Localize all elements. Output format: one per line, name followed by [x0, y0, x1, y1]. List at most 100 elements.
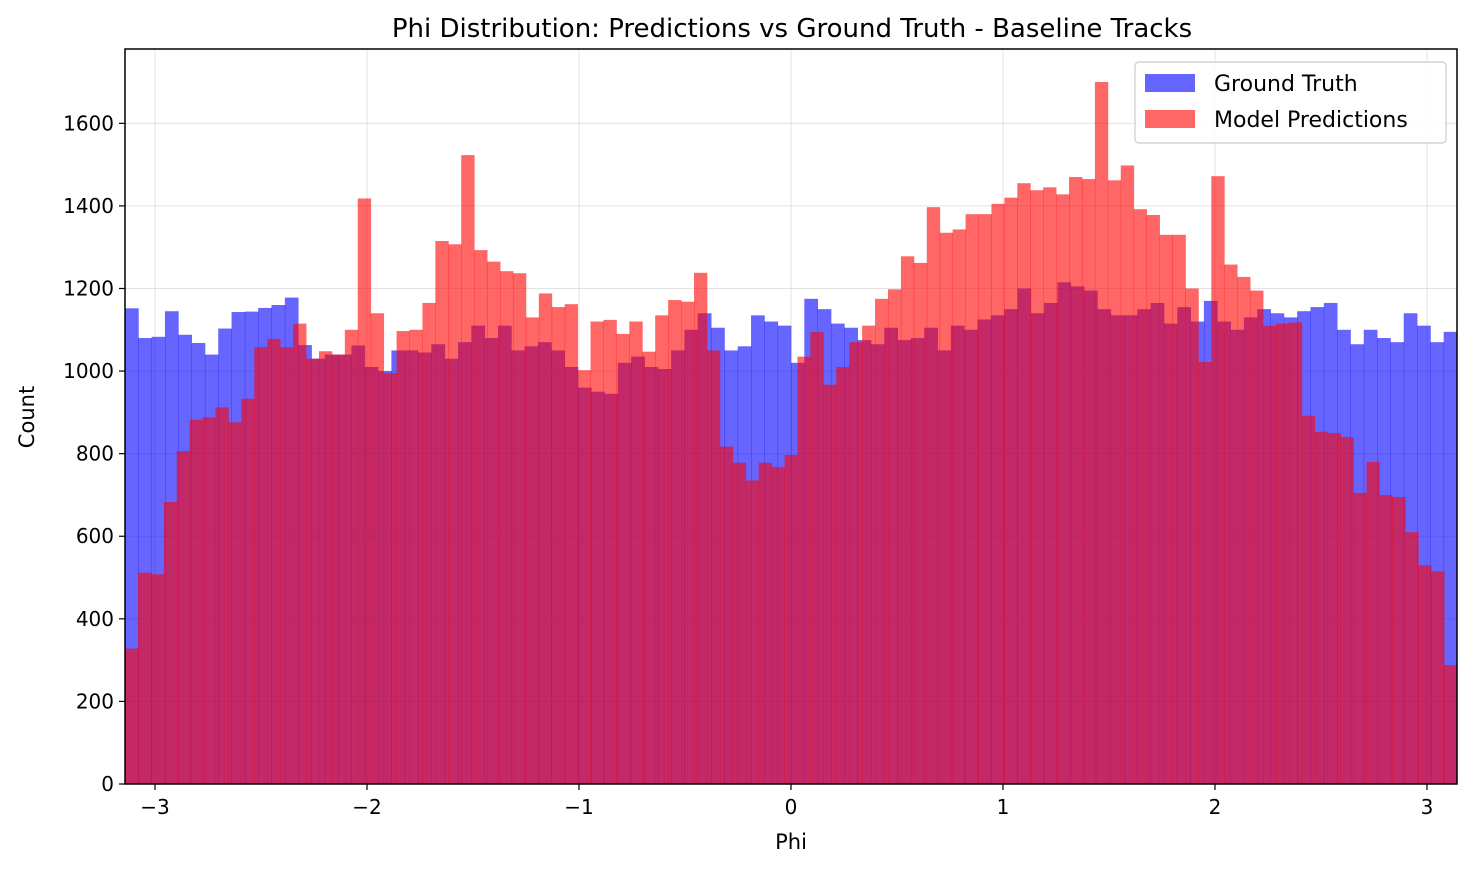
model-prediction-bar: [228, 422, 242, 784]
chart-title: Phi Distribution: Predictions vs Ground …: [392, 14, 1192, 44]
model-prediction-bar: [1146, 214, 1160, 784]
y-tick-label: 1600: [63, 111, 114, 135]
model-prediction-bar: [732, 462, 747, 784]
model-prediction-bar: [487, 261, 501, 784]
model-prediction-bar: [383, 373, 397, 784]
model-prediction-bar: [1275, 323, 1290, 784]
model-prediction-bar: [1043, 187, 1057, 784]
model-prediction-bar: [1159, 234, 1173, 785]
x-tick-label: 2: [1209, 795, 1222, 819]
model-prediction-bar: [810, 331, 824, 784]
model-prediction-bar: [784, 454, 798, 784]
legend-swatch-model-predictions: [1145, 110, 1195, 128]
x-tick-label: −1: [564, 795, 593, 819]
model-prediction-bar: [551, 307, 566, 784]
x-tick-label: −3: [140, 795, 169, 819]
model-prediction-bar: [370, 313, 385, 784]
model-prediction-bar: [1250, 290, 1264, 784]
y-tick-label: 1400: [63, 194, 114, 218]
model-prediction-bar: [1172, 234, 1186, 785]
model-prediction-bar: [616, 333, 630, 784]
model-prediction-bar: [849, 342, 863, 784]
model-prediction-bar: [823, 384, 837, 784]
model-prediction-bar: [1211, 176, 1225, 784]
model-prediction-bar: [1418, 565, 1432, 784]
model-prediction-bar: [500, 271, 514, 784]
x-tick-label: 0: [785, 795, 798, 819]
model-prediction-bar: [1431, 571, 1445, 784]
model-prediction-bar: [564, 304, 579, 784]
model-prediction-bar: [603, 319, 617, 784]
model-prediction-bar: [461, 155, 475, 784]
model-prediction-bar: [681, 301, 695, 784]
model-prediction-bar: [577, 370, 591, 784]
x-tick-label: −2: [352, 795, 381, 819]
model-prediction-bar: [448, 244, 462, 785]
model-prediction-bar: [952, 229, 966, 784]
model-prediction-bar: [1185, 288, 1199, 784]
model-prediction-bar: [926, 207, 941, 785]
model-prediction-bar: [1237, 276, 1251, 784]
model-prediction-bar: [642, 351, 656, 784]
model-prediction-bar: [758, 462, 773, 784]
model-prediction-bar: [668, 300, 682, 784]
y-tick-label: 1000: [63, 359, 114, 383]
model-prediction-bar: [1120, 165, 1135, 784]
model-prediction-bar: [991, 203, 1005, 784]
model-prediction-bar: [1263, 325, 1277, 784]
model-prediction-bar: [1288, 322, 1303, 784]
y-tick-label: 1200: [63, 276, 114, 300]
legend: Ground Truth Model Predictions: [1134, 61, 1447, 144]
model-prediction-bar: [1301, 415, 1316, 784]
y-axis-label: Count: [15, 386, 39, 448]
model-prediction-bar: [293, 323, 307, 784]
model-prediction-bar: [1353, 492, 1367, 784]
prediction-bars: [125, 82, 1458, 785]
model-prediction-bar: [862, 325, 876, 784]
model-prediction-bar: [1056, 194, 1070, 784]
model-prediction-bar: [137, 572, 152, 784]
model-prediction-bar: [771, 466, 785, 784]
model-prediction-bar: [202, 417, 216, 784]
model-prediction-bar: [965, 214, 979, 785]
model-prediction-bar: [939, 232, 954, 784]
model-prediction-bar: [913, 262, 928, 784]
model-prediction-bar: [254, 347, 268, 784]
model-prediction-bar: [125, 648, 139, 784]
model-prediction-bar: [331, 354, 346, 784]
model-prediction-bar: [719, 446, 734, 784]
legend-label-model-predictions: Model Predictions: [1214, 108, 1408, 133]
model-prediction-bar: [525, 317, 540, 784]
model-prediction-bar: [1069, 177, 1083, 784]
y-tick-label: 600: [76, 524, 114, 548]
model-prediction-bar: [357, 198, 372, 784]
model-prediction-bar: [150, 574, 165, 784]
y-tick-label: 0: [101, 772, 114, 796]
legend-swatch-ground-truth: [1145, 74, 1195, 92]
model-prediction-bar: [189, 419, 203, 784]
model-prediction-bar: [241, 398, 255, 784]
legend-label-ground-truth: Ground Truth: [1214, 72, 1358, 97]
model-prediction-bar: [1392, 497, 1406, 784]
model-prediction-bar: [280, 347, 294, 784]
model-prediction-bar: [344, 329, 359, 784]
model-prediction-bar: [1133, 209, 1148, 784]
model-prediction-bar: [887, 289, 902, 784]
model-prediction-bar: [538, 293, 553, 784]
model-prediction-bar: [836, 366, 850, 784]
legend-box: [1134, 61, 1447, 144]
model-prediction-bar: [590, 321, 604, 784]
model-prediction-bar: [409, 329, 423, 784]
model-prediction-bar: [1198, 361, 1212, 784]
model-prediction-bar: [306, 358, 320, 784]
model-prediction-bar: [694, 272, 708, 784]
y-tick-label: 400: [76, 607, 114, 631]
model-prediction-bar: [1340, 437, 1354, 784]
model-prediction-bar: [1366, 461, 1380, 784]
model-prediction-bar: [1405, 532, 1419, 784]
model-prediction-bar: [474, 250, 488, 784]
model-prediction-bar: [163, 501, 178, 784]
plot-frame: [124, 48, 1458, 785]
model-prediction-bar: [1444, 665, 1458, 784]
